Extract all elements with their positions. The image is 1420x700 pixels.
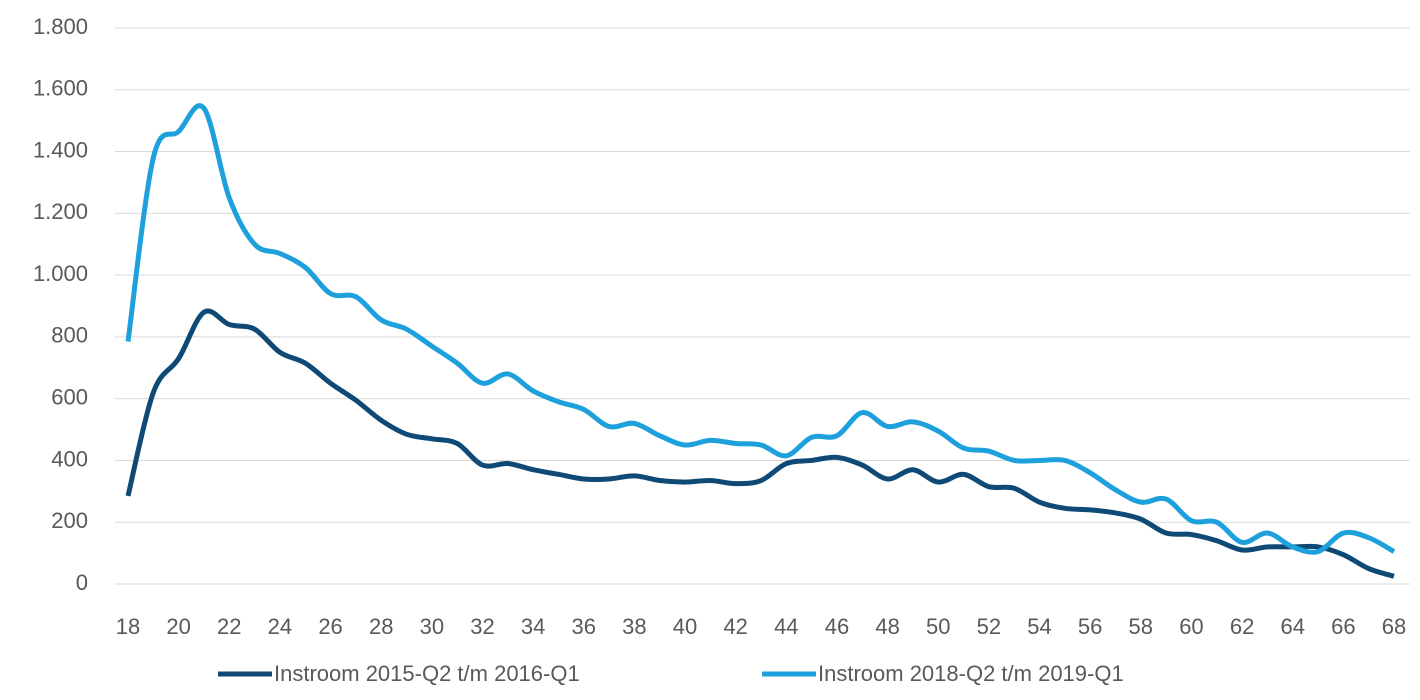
legend-label: Instroom 2015-Q2 t/m 2016-Q1 (274, 661, 580, 686)
x-tick-label: 66 (1331, 614, 1355, 639)
x-tick-label: 24 (268, 614, 292, 639)
series-line (125, 308, 1395, 579)
y-tick-label: 400 (51, 446, 88, 471)
y-tick-label: 1.600 (33, 76, 88, 101)
y-tick-label: 1.400 (33, 137, 88, 162)
x-tick-label: 38 (622, 614, 646, 639)
y-tick-label: 1.000 (33, 261, 88, 286)
x-tick-label: 48 (875, 614, 899, 639)
x-tick-label: 34 (521, 614, 545, 639)
x-tick-label: 50 (926, 614, 950, 639)
x-tick-label: 46 (825, 614, 849, 639)
series-line (125, 103, 1396, 555)
x-tick-label: 44 (774, 614, 798, 639)
x-tick-label: 22 (217, 614, 241, 639)
y-tick-label: 800 (51, 323, 88, 348)
y-tick-label: 1.800 (33, 14, 88, 39)
x-tick-label: 54 (1027, 614, 1051, 639)
x-tick-label: 20 (166, 614, 190, 639)
x-tick-label: 18 (116, 614, 140, 639)
x-tick-label: 68 (1382, 614, 1406, 639)
x-tick-label: 52 (977, 614, 1001, 639)
y-tick-label: 200 (51, 508, 88, 533)
x-tick-label: 28 (369, 614, 393, 639)
legend-label: Instroom 2018-Q2 t/m 2019-Q1 (818, 661, 1124, 686)
x-tick-label: 36 (572, 614, 596, 639)
x-tick-label: 60 (1179, 614, 1203, 639)
x-tick-label: 62 (1230, 614, 1254, 639)
x-tick-label: 26 (318, 614, 342, 639)
x-tick-label: 58 (1129, 614, 1153, 639)
y-tick-label: 0 (76, 570, 88, 595)
x-tick-label: 32 (470, 614, 494, 639)
x-tick-label: 30 (420, 614, 444, 639)
x-tick-label: 40 (673, 614, 697, 639)
x-tick-label: 42 (723, 614, 747, 639)
x-tick-label: 56 (1078, 614, 1102, 639)
x-tick-label: 64 (1280, 614, 1304, 639)
y-tick-label: 1.200 (33, 199, 88, 224)
y-tick-label: 600 (51, 384, 88, 409)
